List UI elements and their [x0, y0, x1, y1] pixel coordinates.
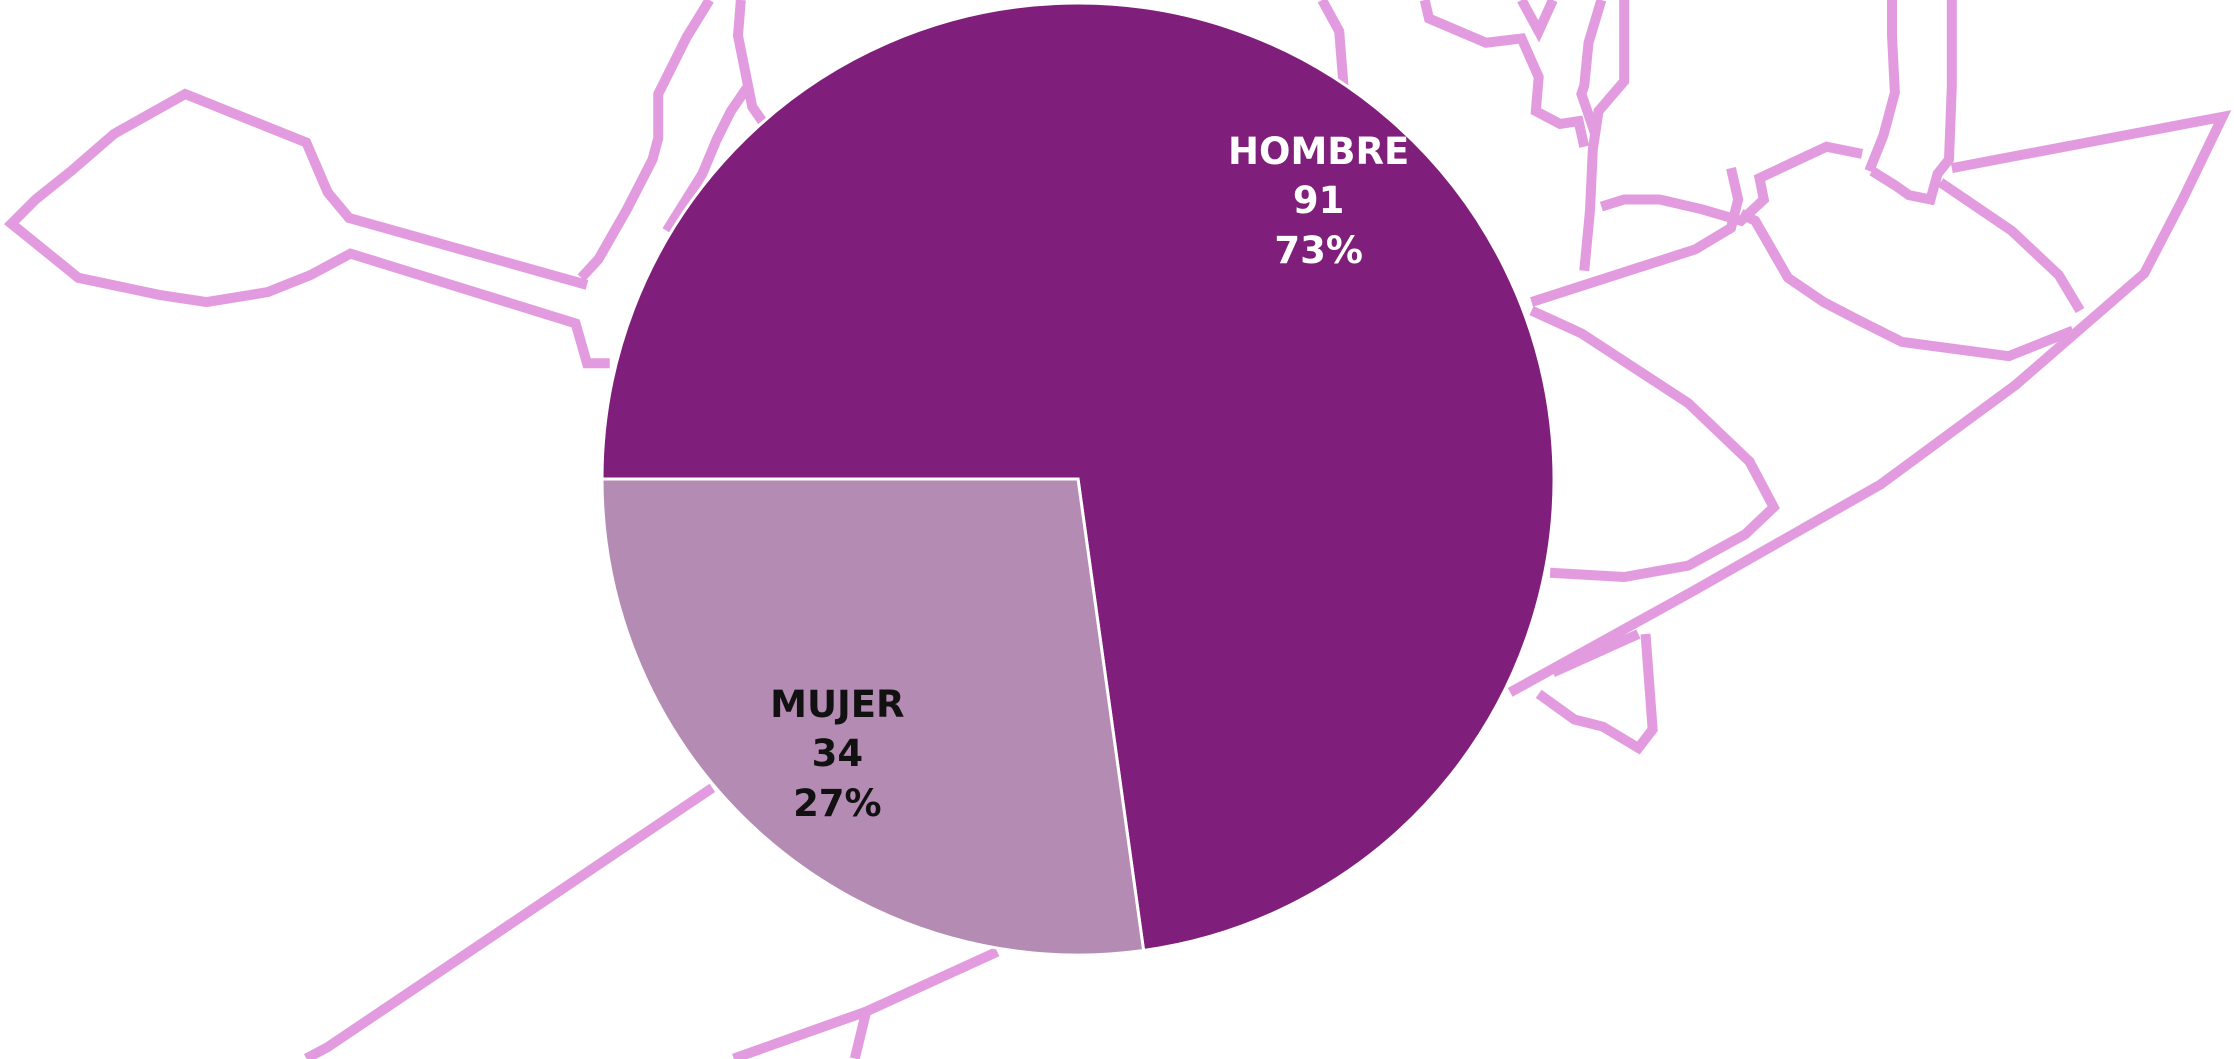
- background-map: [3, 0, 2232, 1059]
- slice-percent-label: 27%: [793, 782, 882, 825]
- pie-slice: [600, 1, 1556, 953]
- slice-percent-label: 73%: [1274, 229, 1363, 272]
- slice-value-label: 34: [812, 732, 864, 775]
- slice-value-label: 91: [1293, 179, 1345, 222]
- slice-category-label: HOMBRE: [1228, 130, 1409, 173]
- slice-category-label: MUJER: [770, 683, 904, 726]
- pie-slice: [600, 477, 1146, 957]
